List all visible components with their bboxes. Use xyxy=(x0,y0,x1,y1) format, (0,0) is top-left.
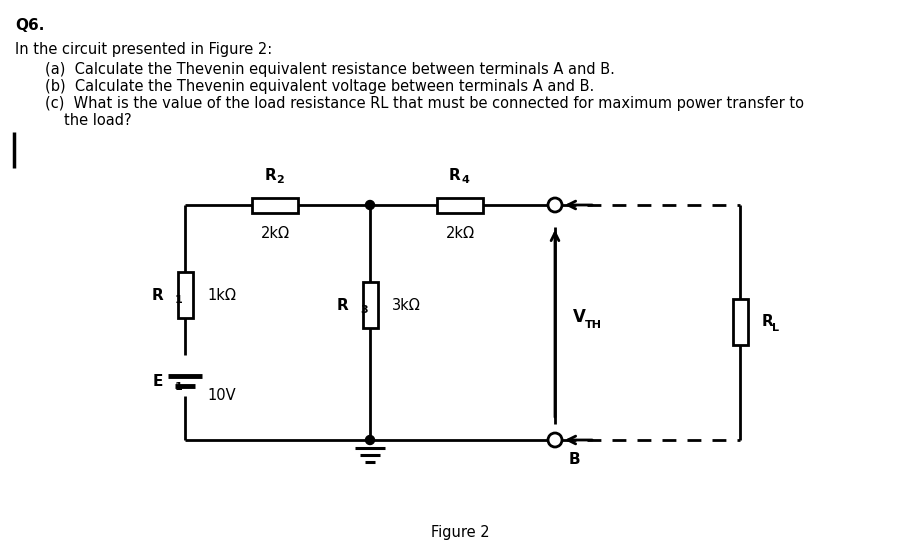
Text: 10V: 10V xyxy=(207,387,236,402)
Text: 1: 1 xyxy=(175,295,183,305)
Circle shape xyxy=(365,201,375,210)
Text: TH: TH xyxy=(585,320,602,330)
Text: Figure 2: Figure 2 xyxy=(431,525,489,540)
Bar xyxy=(252,197,298,212)
Text: 4: 4 xyxy=(461,175,469,185)
Text: 2kΩ: 2kΩ xyxy=(445,226,475,241)
Text: 3: 3 xyxy=(360,305,367,315)
Bar xyxy=(363,282,377,328)
Circle shape xyxy=(548,433,562,447)
Text: (a)  Calculate the Thevenin equivalent resistance between terminals A and B.: (a) Calculate the Thevenin equivalent re… xyxy=(45,62,615,77)
Text: R: R xyxy=(336,297,348,312)
Bar xyxy=(177,272,193,318)
Text: R: R xyxy=(762,315,774,329)
Text: 3kΩ: 3kΩ xyxy=(392,297,420,312)
Text: R: R xyxy=(151,287,163,302)
Bar xyxy=(733,299,747,345)
Text: Q6.: Q6. xyxy=(15,18,44,33)
Circle shape xyxy=(548,198,562,212)
Text: B: B xyxy=(569,452,580,467)
Text: 1kΩ: 1kΩ xyxy=(207,287,236,302)
Text: In the circuit presented in Figure 2:: In the circuit presented in Figure 2: xyxy=(15,42,273,57)
Text: (b)  Calculate the Thevenin equivalent voltage between terminals A and B.: (b) Calculate the Thevenin equivalent vo… xyxy=(45,79,594,94)
Text: R: R xyxy=(264,168,276,183)
Text: 1: 1 xyxy=(175,382,183,392)
Circle shape xyxy=(365,435,375,444)
Text: 2kΩ: 2kΩ xyxy=(261,226,289,241)
Text: (c)  What is the value of the load resistance RL that must be connected for maxi: (c) What is the value of the load resist… xyxy=(45,96,804,111)
Text: L: L xyxy=(772,323,779,333)
Text: V: V xyxy=(573,308,586,326)
Text: 2: 2 xyxy=(276,175,284,185)
Bar xyxy=(437,197,483,212)
Text: E: E xyxy=(152,373,163,389)
Text: the load?: the load? xyxy=(64,113,131,128)
Text: R: R xyxy=(449,168,461,183)
